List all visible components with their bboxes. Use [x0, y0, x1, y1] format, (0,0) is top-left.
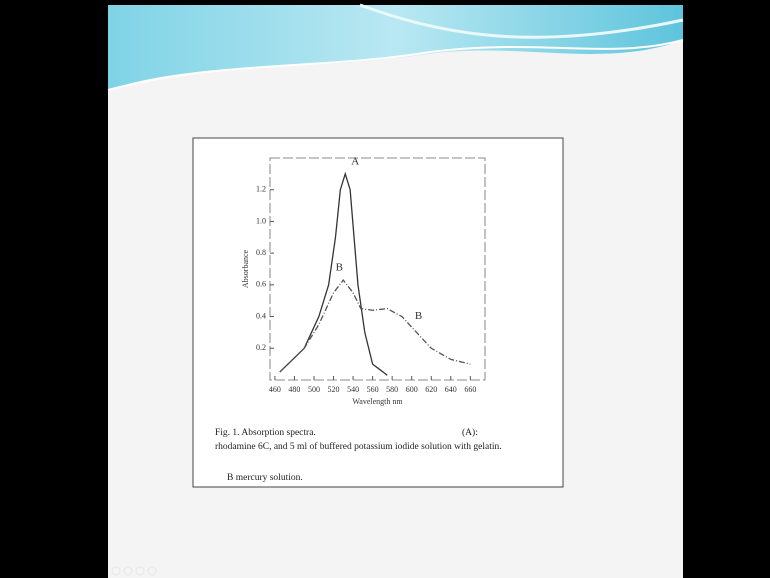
series-label: B — [415, 310, 422, 322]
slide-header-wave — [108, 5, 683, 90]
y-tick-label: 0.4 — [256, 311, 266, 320]
x-tick-label: 620 — [425, 385, 437, 394]
control-icon[interactable] — [123, 566, 133, 576]
y-tick-label: 1.2 — [256, 185, 266, 194]
x-tick-label: 460 — [269, 385, 281, 394]
wave-line — [107, 39, 684, 91]
series-line — [279, 279, 471, 373]
control-icon[interactable] — [135, 566, 145, 576]
x-tick-label: 540 — [347, 385, 359, 394]
x-tick-label: 480 — [288, 385, 300, 394]
control-icon[interactable] — [147, 566, 157, 576]
control-icon[interactable] — [111, 566, 121, 576]
y-tick-label: 1.0 — [256, 216, 266, 225]
y-tick-label: 0.2 — [256, 343, 266, 352]
series-line — [279, 171, 388, 376]
y-tick-label: 0.6 — [256, 280, 266, 289]
wave-line — [359, 3, 684, 39]
slide-controls — [111, 566, 157, 576]
figure-frame — [192, 137, 564, 488]
y-axis-label: Absorbance — [241, 249, 250, 288]
x-tick-label: 560 — [367, 385, 379, 394]
x-axis-label: Wavelength nm — [352, 397, 403, 406]
plot-frame — [269, 157, 486, 381]
caption-a-text: rhodamine 6C, and 5 ml of buffered potas… — [215, 441, 502, 452]
series-label: A — [351, 155, 359, 167]
caption-b-text: B mercury solution. — [227, 473, 303, 483]
x-tick-label: 520 — [328, 385, 340, 394]
caption-title: Fig. 1. Absorption spectra. — [215, 428, 316, 438]
y-tick-label: 0.8 — [256, 248, 266, 257]
x-tick-label: 600 — [406, 385, 418, 394]
x-tick-label: 660 — [464, 385, 476, 394]
series-label: B — [336, 262, 343, 274]
x-tick-label: 500 — [308, 385, 320, 394]
x-tick-label: 640 — [445, 385, 457, 394]
x-tick-label: 580 — [386, 385, 398, 394]
plot: 0.2 0.4 0.6 0.8 1.0 1.2 460 480 500 520 540 560 580 6… — [241, 155, 486, 406]
caption-a-label: (A): — [462, 427, 478, 438]
